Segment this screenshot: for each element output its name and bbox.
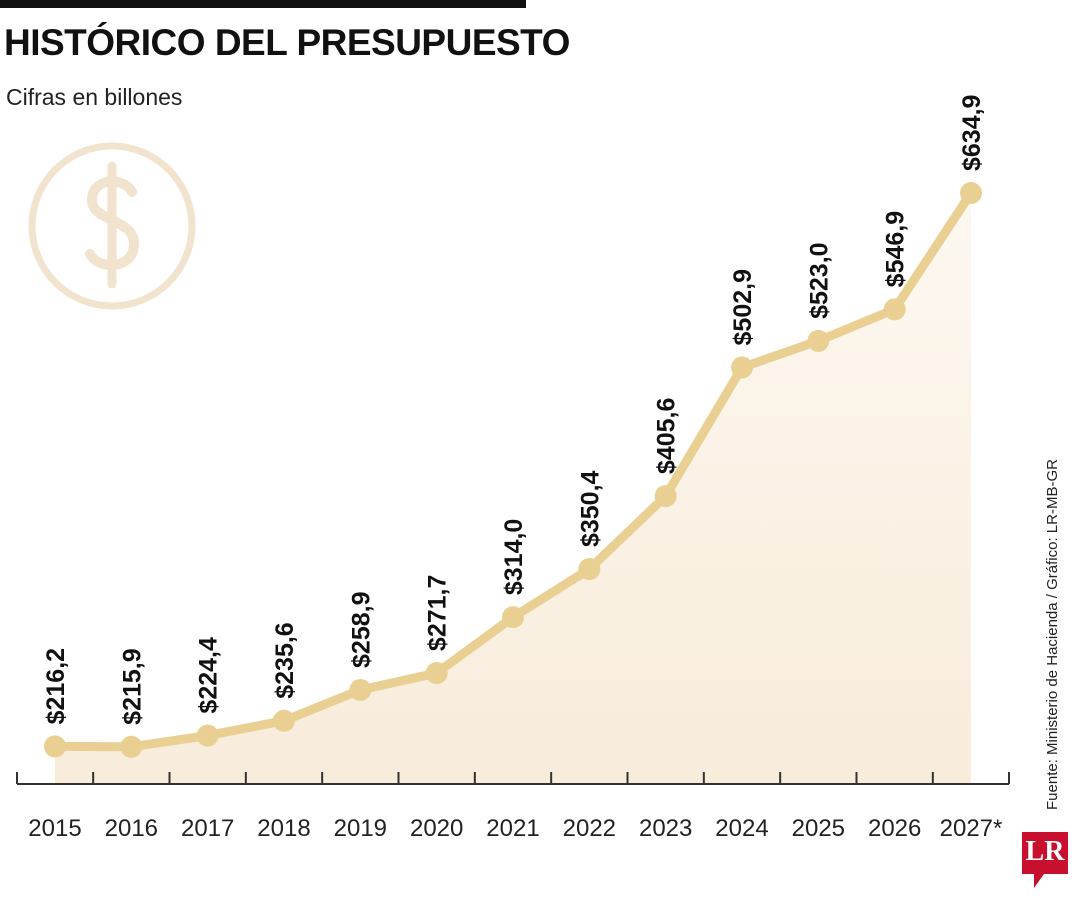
data-point: [44, 735, 66, 758]
data-point: [349, 678, 372, 701]
data-point: [273, 709, 295, 732]
data-point: [960, 182, 982, 204]
data-label: $350,4: [576, 470, 604, 547]
data-label: $235,6: [271, 622, 299, 698]
data-label: $502,9: [729, 269, 757, 345]
data-label: $271,7: [424, 575, 452, 651]
data-label: $314,0: [500, 519, 528, 595]
data-label: $523,0: [805, 242, 833, 318]
data-label: $634,9: [958, 95, 986, 171]
x-tick-label: 2026: [868, 815, 921, 842]
source-note: Fuente: Ministerio de Hacienda / Gráfico…: [1044, 459, 1061, 810]
top-rule: [0, 0, 526, 8]
x-tick-label: 2024: [715, 815, 768, 842]
data-label: $215,9: [118, 648, 146, 724]
chart-subtitle: Cifras en billones: [6, 84, 183, 110]
data-label: $216,2: [42, 648, 70, 724]
data-point: [578, 558, 601, 581]
data-label: $405,6: [653, 398, 681, 474]
data-point: [883, 298, 906, 321]
x-tick-label: 2017: [181, 815, 234, 842]
data-label: $224,4: [195, 637, 223, 714]
x-tick-label: 2018: [257, 815, 310, 842]
x-tick-label: 2023: [639, 815, 692, 842]
x-tick-label: 2020: [410, 815, 463, 842]
data-point: [654, 485, 677, 508]
x-tick-label: 2027*: [940, 815, 1003, 842]
data-point: [807, 329, 830, 352]
data-point: [502, 606, 524, 629]
data-label: $258,9: [347, 592, 375, 668]
data-point: [425, 662, 448, 685]
x-tick-label: 2019: [334, 815, 387, 842]
logo-text: LR: [1025, 836, 1065, 867]
x-tick-label: 2022: [563, 815, 616, 842]
x-tick-label: 2016: [105, 815, 158, 842]
area-fill: [55, 193, 971, 784]
lr-logo: LR: [1022, 832, 1068, 890]
data-label: $546,9: [882, 211, 910, 287]
logo-badge: [1022, 832, 1068, 888]
data-point: [731, 356, 753, 379]
chart-title: HISTÓRICO DEL PRESUPUESTO: [4, 22, 570, 63]
x-tick-label: 2015: [28, 815, 81, 842]
data-point: [120, 735, 143, 758]
x-tick-label: 2025: [792, 815, 845, 842]
x-tick-label: 2021: [486, 815, 539, 842]
data-point: [196, 724, 219, 747]
dollar-circle-icon: [28, 142, 196, 310]
